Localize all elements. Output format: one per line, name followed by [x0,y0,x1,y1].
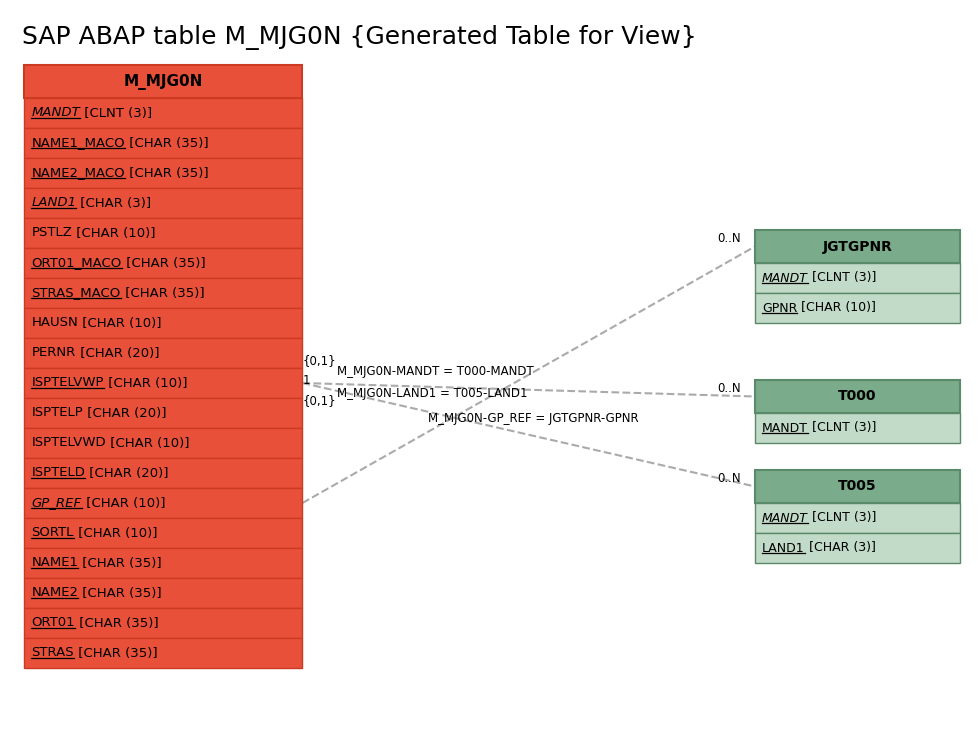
Text: SORTL: SORTL [31,526,74,539]
Bar [24,248,303,278]
Text: PERNR: PERNR [31,346,75,359]
Bar [755,503,960,533]
Bar [24,218,303,248]
Text: ISPTELP: ISPTELP [31,406,83,419]
Text: [CHAR (10)]: [CHAR (10)] [81,496,165,509]
Text: JGTGPNR: JGTGPNR [823,239,892,253]
Bar [24,578,303,608]
Text: ORT01_MACO: ORT01_MACO [31,256,122,269]
Bar [24,338,303,368]
Text: T000: T000 [838,389,876,403]
Text: GPNR: GPNR [762,302,797,315]
Text: M_MJG0N: M_MJG0N [124,73,203,89]
Text: 0..N: 0..N [717,472,741,485]
Text: [CHAR (20)]: [CHAR (20)] [83,406,167,419]
Text: M_MJG0N-GP_REF = JGTGPNR-GPNR: M_MJG0N-GP_REF = JGTGPNR-GPNR [428,411,639,425]
Text: MANDT: MANDT [762,272,808,285]
Text: LAND1: LAND1 [31,196,76,209]
Bar [24,518,303,548]
Text: ISPTELVWP: ISPTELVWP [31,376,104,389]
Text: T005: T005 [838,479,876,493]
Text: [CHAR (35)]: [CHAR (35)] [74,646,157,660]
Bar [24,458,303,488]
Bar [755,293,960,323]
Text: [CHAR (35)]: [CHAR (35)] [121,286,204,299]
Text: NAME1_MACO: NAME1_MACO [31,136,125,149]
Text: MANDT: MANDT [762,422,808,435]
Text: [CHAR (20)]: [CHAR (20)] [75,346,159,359]
Bar [24,488,303,518]
Bar [755,263,960,293]
Bar [24,65,303,98]
Bar [24,278,303,308]
Bar [755,470,960,503]
Text: {0,1}: {0,1} [303,395,336,408]
Bar [24,308,303,338]
Text: [CHAR (10)]: [CHAR (10)] [72,226,155,239]
Bar [24,428,303,458]
Bar [24,188,303,218]
Bar [755,413,960,443]
Text: [CHAR (35)]: [CHAR (35)] [75,616,158,630]
Text: [CHAR (35)]: [CHAR (35)] [125,166,209,179]
Bar [24,158,303,188]
Text: [CHAR (35)]: [CHAR (35)] [78,586,162,600]
Bar [755,533,960,563]
Text: [CHAR (3)]: [CHAR (3)] [805,542,875,555]
Text: [CHAR (3)]: [CHAR (3)] [76,196,151,209]
Text: 0..N: 0..N [717,382,741,395]
Bar [24,98,303,128]
Text: [CLNT (3)]: [CLNT (3)] [808,512,876,525]
Bar [24,608,303,638]
Bar [755,230,960,263]
Bar [24,548,303,578]
Bar [24,368,303,398]
Text: [CHAR (35)]: [CHAR (35)] [125,136,209,149]
Bar [24,638,303,668]
Text: NAME2_MACO: NAME2_MACO [31,166,125,179]
Text: STRAS: STRAS [31,646,74,660]
Text: [CHAR (10)]: [CHAR (10)] [78,316,161,329]
Text: NAME1: NAME1 [31,556,78,569]
Text: [CHAR (35)]: [CHAR (35)] [78,556,162,569]
Text: M_MJG0N-MANDT = T000-MANDT: M_MJG0N-MANDT = T000-MANDT [337,365,534,378]
Text: GP_REF: GP_REF [31,496,81,509]
Text: SAP ABAP table M_MJG0N {Generated Table for View}: SAP ABAP table M_MJG0N {Generated Table … [22,26,697,51]
Text: ISPTELVWD: ISPTELVWD [31,436,106,449]
Text: [CHAR (35)]: [CHAR (35)] [122,256,205,269]
Text: 0..N: 0..N [717,232,741,245]
Text: NAME2: NAME2 [31,586,78,600]
Text: [CLNT (3)]: [CLNT (3)] [80,106,152,119]
Text: STRAS_MACO: STRAS_MACO [31,286,121,299]
Bar [24,398,303,428]
Text: [CHAR (10)]: [CHAR (10)] [797,302,876,315]
Text: [CHAR (10)]: [CHAR (10)] [106,436,190,449]
Text: [CHAR (10)]: [CHAR (10)] [104,376,188,389]
Text: {0,1}: {0,1} [303,354,336,367]
Text: PSTLZ: PSTLZ [31,226,72,239]
Text: M_MJG0N-LAND1 = T005-LAND1: M_MJG0N-LAND1 = T005-LAND1 [337,386,528,400]
Bar [24,128,303,158]
Text: [CHAR (20)]: [CHAR (20)] [85,466,169,479]
Text: 1: 1 [303,375,310,387]
Bar [755,380,960,413]
Text: ORT01: ORT01 [31,616,75,630]
Text: ISPTELD: ISPTELD [31,466,85,479]
Text: LAND1: LAND1 [762,542,805,555]
Text: [CHAR (10)]: [CHAR (10)] [74,526,157,539]
Text: [CLNT (3)]: [CLNT (3)] [808,422,876,435]
Text: [CLNT (3)]: [CLNT (3)] [808,272,876,285]
Text: MANDT: MANDT [762,512,808,525]
Text: HAUSN: HAUSN [31,316,78,329]
Text: MANDT: MANDT [31,106,80,119]
